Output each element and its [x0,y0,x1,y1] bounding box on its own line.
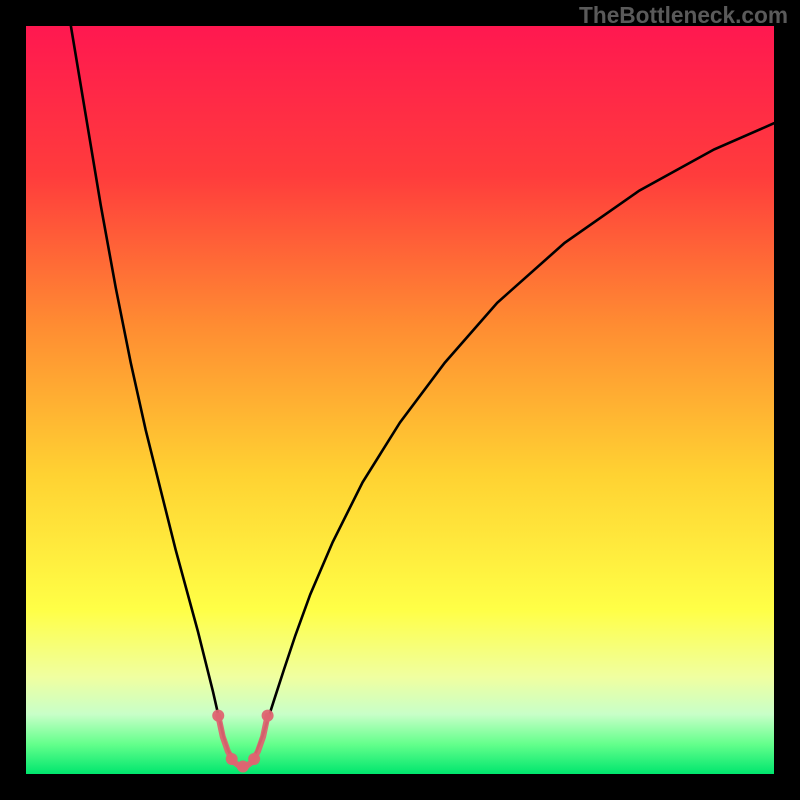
marker-dot [226,753,238,765]
marker-dot [248,753,260,765]
marker-dot [262,710,274,722]
marker-dot [237,761,249,773]
watermark-text: TheBottleneck.com [579,2,788,29]
marker-dot [212,710,224,722]
chart-frame: TheBottleneck.com [0,0,800,800]
bottleneck-chart [0,0,800,800]
